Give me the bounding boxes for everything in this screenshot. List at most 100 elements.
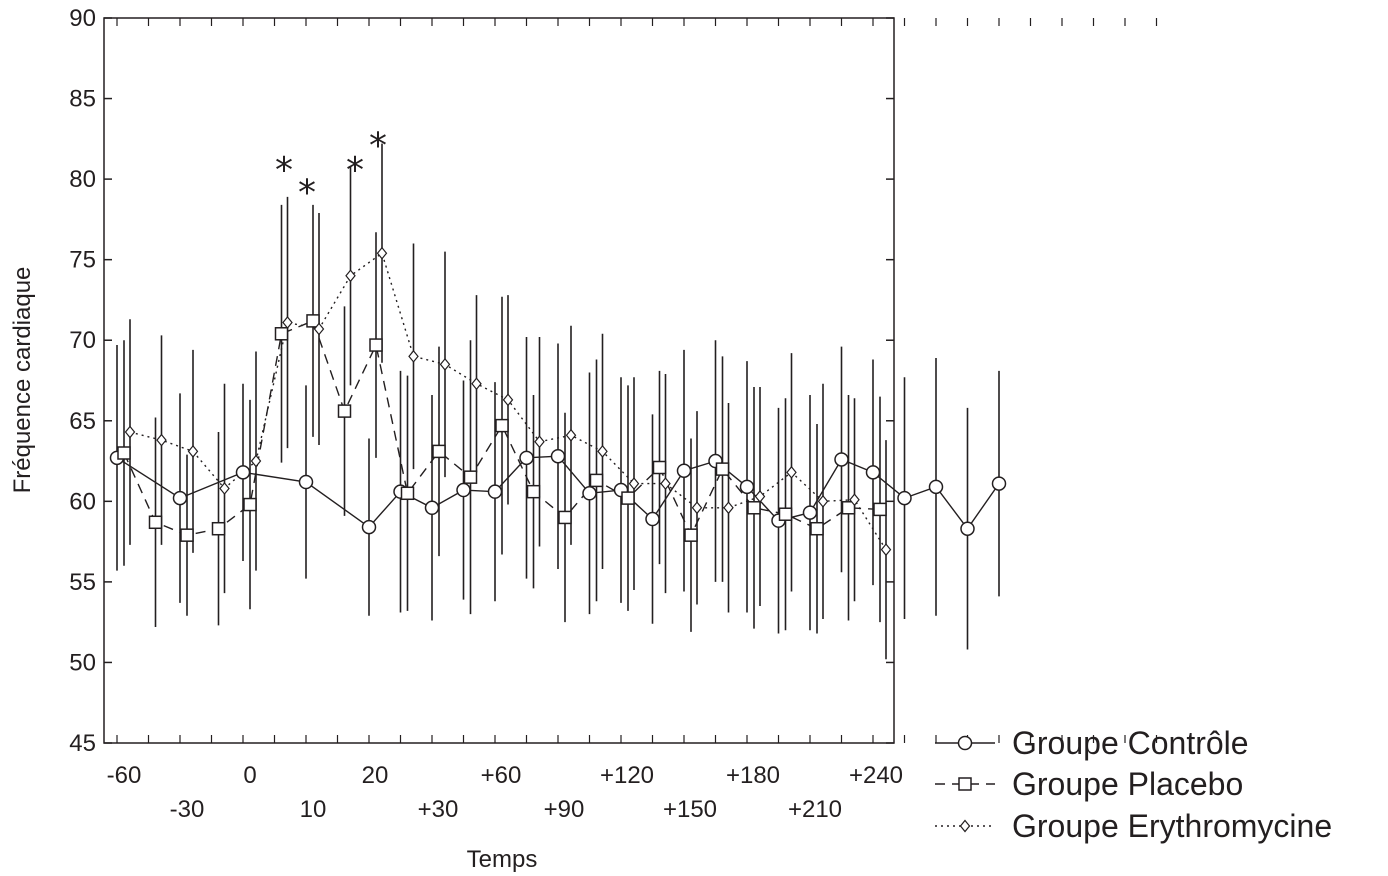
point-circle xyxy=(361,519,377,535)
point-square xyxy=(337,404,352,418)
point-diamond xyxy=(786,465,797,479)
x-tick-label: +30 xyxy=(418,796,459,823)
point-circle xyxy=(957,735,973,751)
x-axis-title: Temps xyxy=(467,846,538,873)
point-diamond xyxy=(439,357,451,371)
point-square xyxy=(526,484,541,499)
point-circle xyxy=(834,452,849,467)
point-diamond xyxy=(597,444,608,458)
point-diamond xyxy=(313,322,325,336)
y-tick-label: 90 xyxy=(69,5,96,32)
y-tick-label: 85 xyxy=(69,86,96,113)
point-circle xyxy=(802,505,818,520)
point-square xyxy=(873,502,887,517)
x-tick-label: +120 xyxy=(600,762,654,789)
point-circle xyxy=(960,521,975,536)
point-circle xyxy=(645,511,660,527)
y-axis-title: Fréquence cardiaque xyxy=(9,267,36,494)
point-square xyxy=(778,507,793,521)
point-circle xyxy=(298,474,314,490)
point-diamond xyxy=(723,501,734,515)
point-circle xyxy=(172,490,188,506)
point-square xyxy=(369,338,383,352)
point-diamond xyxy=(219,481,230,495)
point-square xyxy=(621,491,635,505)
point-diamond xyxy=(565,428,577,442)
point-square xyxy=(274,327,289,341)
point-diamond xyxy=(250,454,262,468)
point-square xyxy=(841,501,856,515)
point-circle xyxy=(424,500,440,516)
x-tick-label: 10 xyxy=(300,796,327,823)
point-square xyxy=(148,515,163,530)
point-diamond xyxy=(849,493,860,507)
x-tick-label: +150 xyxy=(663,796,717,823)
x-tick-label: +60 xyxy=(481,762,522,789)
point-circle xyxy=(456,482,471,498)
point-square xyxy=(652,460,667,475)
significance-star: * xyxy=(369,126,387,167)
point-square xyxy=(117,446,131,460)
legend-label: Groupe Contrôle xyxy=(1012,725,1249,761)
point-circle xyxy=(487,484,503,499)
x-tick-label: -30 xyxy=(170,796,205,823)
point-circle xyxy=(676,463,692,478)
point-diamond xyxy=(660,477,671,491)
x-tick-label: 20 xyxy=(362,762,389,789)
y-tick-label: 60 xyxy=(69,488,96,515)
y-tick-label: 65 xyxy=(69,408,96,435)
point-diamond xyxy=(817,494,829,508)
point-square xyxy=(589,473,604,488)
point-circle xyxy=(865,465,881,480)
y-tick-label: 55 xyxy=(69,569,96,596)
legend-label: Groupe Erythromycine xyxy=(1012,808,1332,844)
point-circle xyxy=(550,448,566,464)
point-diamond xyxy=(471,377,482,391)
x-tick-label: +90 xyxy=(544,796,585,823)
x-tick-label: -60 xyxy=(107,762,142,789)
point-diamond xyxy=(282,316,293,329)
legend-label: Groupe Placebo xyxy=(1012,766,1243,802)
significance-star: * xyxy=(346,150,364,191)
point-square xyxy=(495,418,509,433)
point-square xyxy=(747,501,761,515)
point-square xyxy=(180,528,194,542)
point-diamond xyxy=(187,444,199,458)
point-square xyxy=(306,314,320,328)
point-circle xyxy=(582,486,597,501)
point-square xyxy=(463,470,478,484)
x-tick-label: +210 xyxy=(788,796,842,823)
point-diamond xyxy=(408,349,419,363)
point-diamond xyxy=(959,819,971,833)
point-circle xyxy=(928,479,944,495)
point-square xyxy=(432,444,446,459)
point-circle xyxy=(739,479,755,495)
x-tick-label: +240 xyxy=(849,762,903,789)
significance-star: * xyxy=(298,172,316,213)
point-diamond xyxy=(754,490,766,503)
point-diamond xyxy=(691,501,703,515)
point-circle xyxy=(519,450,534,466)
y-tick-label: 80 xyxy=(69,166,96,193)
point-diamond xyxy=(124,425,136,439)
point-diamond xyxy=(345,269,356,283)
plot-area-frame xyxy=(103,17,895,744)
y-tick-label: 75 xyxy=(69,247,96,274)
point-circle xyxy=(897,490,912,506)
point-diamond xyxy=(880,543,892,557)
point-square xyxy=(558,510,572,525)
point-square xyxy=(958,777,972,791)
x-tick-label: +180 xyxy=(726,762,780,789)
y-tick-label: 50 xyxy=(69,649,96,676)
point-diamond xyxy=(534,435,545,449)
point-circle xyxy=(235,465,251,480)
point-square xyxy=(715,462,730,476)
point-square xyxy=(810,521,824,536)
y-tick-label: 45 xyxy=(69,730,96,757)
point-diamond xyxy=(156,433,167,447)
y-tick-label: 70 xyxy=(69,327,96,354)
point-square xyxy=(243,497,257,512)
point-square xyxy=(684,528,698,542)
point-square xyxy=(211,521,226,536)
